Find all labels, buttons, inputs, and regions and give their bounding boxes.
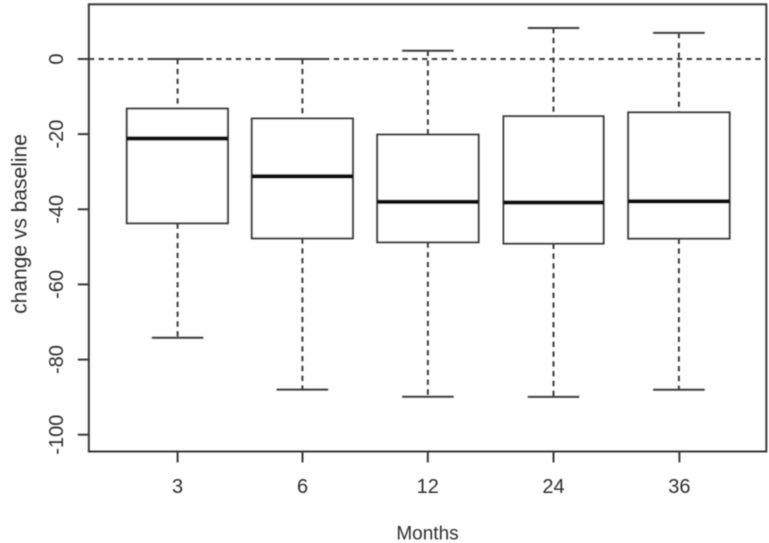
svg-text:3: 3 — [172, 476, 183, 498]
svg-text:24: 24 — [542, 476, 564, 498]
svg-text:0: 0 — [46, 53, 68, 64]
svg-text:-20: -20 — [46, 120, 68, 149]
svg-text:36: 36 — [668, 476, 690, 498]
svg-text:-60: -60 — [46, 270, 68, 299]
svg-text:-40: -40 — [46, 195, 68, 224]
svg-text:change vs baseline: change vs baseline — [9, 134, 32, 314]
svg-text:-100: -100 — [46, 415, 68, 455]
svg-text:-80: -80 — [46, 345, 68, 374]
svg-text:12: 12 — [417, 476, 439, 498]
svg-text:6: 6 — [297, 476, 308, 498]
svg-text:Months: Months — [396, 524, 458, 543]
